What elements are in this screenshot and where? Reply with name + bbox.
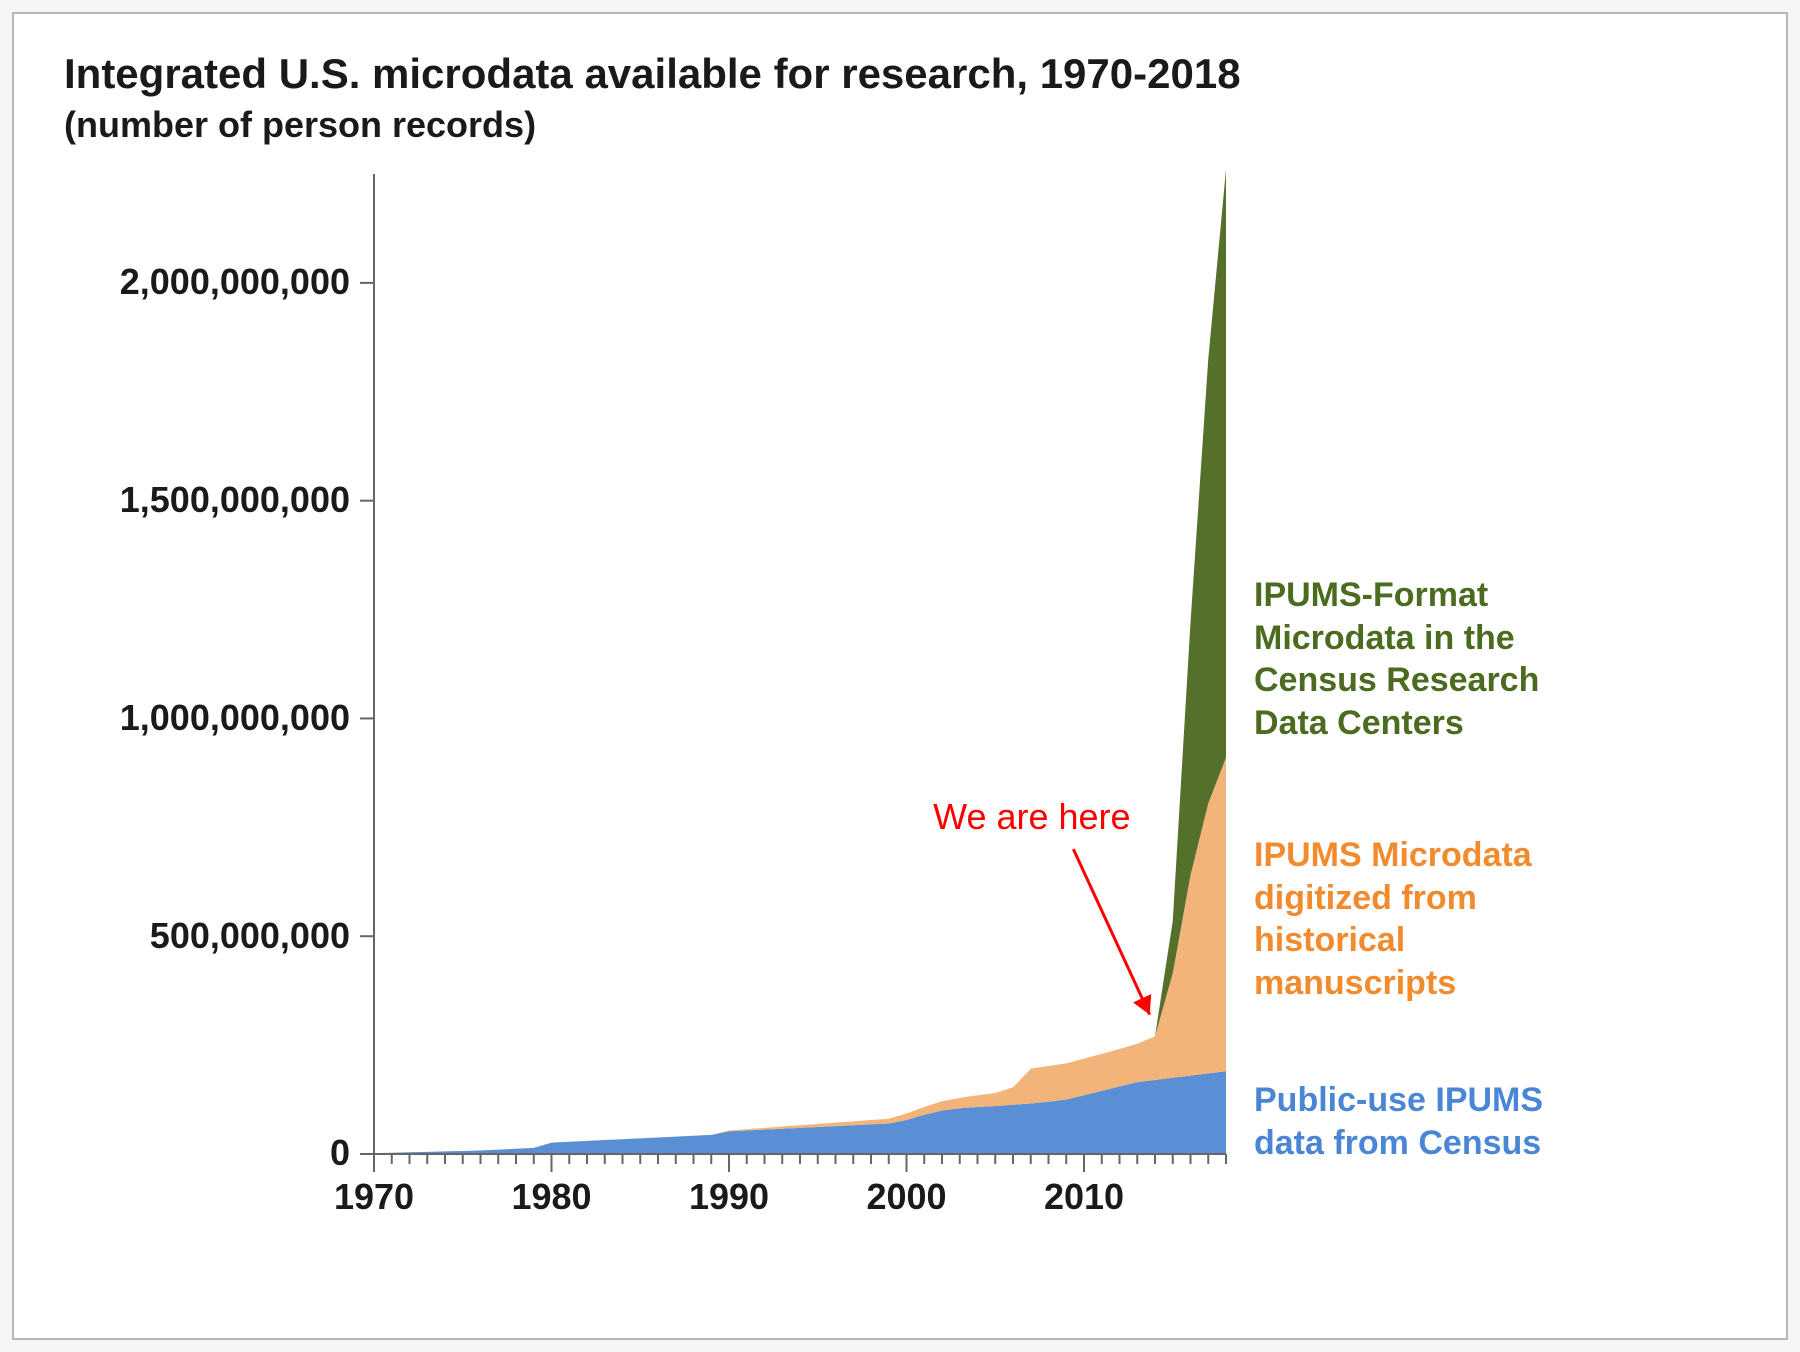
series-census-rdc <box>374 170 1226 1153</box>
y-tick-label: 1,500,000,000 <box>14 479 350 521</box>
x-tick-label: 2010 <box>1024 1176 1144 1218</box>
legend-digitized: IPUMS Microdatadigitized fromhistoricalm… <box>1254 834 1532 1004</box>
chart-panel: Integrated U.S. microdata available for … <box>12 12 1788 1340</box>
x-tick-label: 1970 <box>314 1176 434 1218</box>
y-tick-label: 500,000,000 <box>14 915 350 957</box>
legend-census-rdc: IPUMS-FormatMicrodata in theCensus Resea… <box>1254 574 1539 744</box>
legend-public-use: Public-use IPUMSdata from Census <box>1254 1079 1543 1164</box>
x-tick-label: 1980 <box>492 1176 612 1218</box>
y-tick-label: 1,000,000,000 <box>14 697 350 739</box>
y-tick-label: 2,000,000,000 <box>14 261 350 303</box>
y-tick-label: 0 <box>14 1132 350 1174</box>
x-tick-label: 1990 <box>669 1176 789 1218</box>
x-tick-label: 2000 <box>847 1176 967 1218</box>
annotation-we-are-here: We are here <box>933 796 1130 838</box>
